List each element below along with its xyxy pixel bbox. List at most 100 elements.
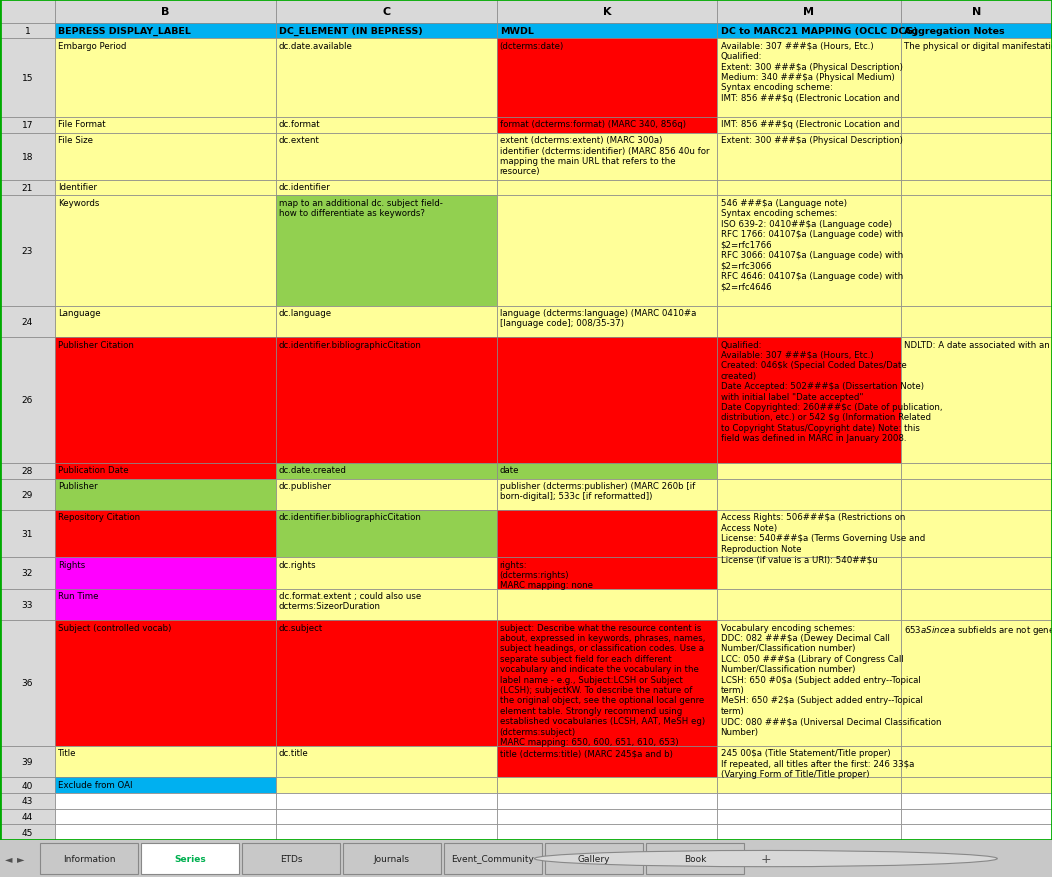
Bar	[901, 118, 1052, 133]
Bar	[0, 746, 55, 777]
Text: 653$a Since $a subfields are not generally repeatable in 6xx fields, we recommen: 653$a Since $a subfields are not general…	[904, 623, 1052, 636]
Bar	[717, 181, 901, 196]
Bar	[55, 338, 276, 463]
Text: dc.identifier.bibliographicCitation: dc.identifier.bibliographicCitation	[279, 513, 422, 522]
Text: Publication Date: Publication Date	[58, 466, 128, 474]
Bar	[901, 588, 1052, 620]
Bar	[901, 558, 1052, 588]
Bar	[276, 746, 497, 777]
Text: Available: 307 ###$a (Hours, Etc.)
Qualified:
Extent: 300 ###$a (Physical Descri: Available: 307 ###$a (Hours, Etc.) Quali…	[721, 42, 903, 103]
Bar	[497, 558, 717, 588]
Bar	[901, 793, 1052, 809]
Text: date: date	[500, 466, 520, 474]
Bar	[276, 181, 497, 196]
Bar	[55, 824, 276, 840]
Bar	[717, 588, 901, 620]
Bar	[276, 24, 497, 39]
Bar	[0, 39, 55, 118]
Bar	[0, 588, 55, 620]
Text: 546 ###$a (Language note)
Syntax encoding schemes:
ISO 639-2: 0410##$a (Language: 546 ###$a (Language note) Syntax encodin…	[721, 199, 903, 291]
Text: 29: 29	[22, 490, 33, 499]
Text: B: B	[161, 7, 169, 17]
Bar	[55, 620, 276, 746]
Bar	[0, 558, 55, 588]
Bar	[497, 133, 717, 181]
Bar	[276, 510, 497, 558]
Text: 43: 43	[22, 796, 33, 805]
Bar	[497, 118, 717, 133]
Text: ◄: ◄	[4, 853, 13, 864]
Bar	[717, 0, 901, 24]
Text: language (dcterms:language) (MARC 0410#a
[language code]; 008/35-37): language (dcterms:language) (MARC 0410#a…	[500, 309, 696, 328]
Text: 15: 15	[22, 74, 33, 83]
Text: 36: 36	[22, 679, 33, 688]
Bar	[55, 479, 276, 510]
Text: rights:
(dcterms:rights)
MARC mapping: none: rights: (dcterms:rights) MARC mapping: n…	[500, 560, 592, 589]
Bar	[0, 809, 55, 824]
Bar	[55, 463, 276, 479]
Bar	[276, 809, 497, 824]
Text: 40: 40	[22, 781, 33, 789]
Text: subject: Describe what the resource content is
about, expressed in keywords, phr: subject: Describe what the resource cont…	[500, 623, 705, 746]
Text: N: N	[972, 7, 980, 17]
Bar	[497, 306, 717, 338]
Text: ►: ►	[17, 853, 25, 864]
Text: Series: Series	[174, 854, 206, 863]
Bar	[0, 306, 55, 338]
Bar	[717, 824, 901, 840]
Text: M: M	[804, 7, 814, 17]
Text: 245 00$a (Title Statement/Title proper)
If repeated, all titles after the first:: 245 00$a (Title Statement/Title proper) …	[721, 748, 914, 778]
Bar	[0, 0, 55, 24]
Text: +: +	[761, 852, 771, 865]
Bar	[497, 620, 717, 746]
Bar	[276, 588, 497, 620]
Text: Rights: Rights	[58, 560, 85, 569]
Bar	[55, 793, 276, 809]
Bar	[717, 620, 901, 746]
Bar	[276, 824, 497, 840]
Bar	[0, 463, 55, 479]
Bar	[242, 843, 340, 874]
Bar	[717, 133, 901, 181]
Text: (dcterms:date): (dcterms:date)	[500, 42, 564, 51]
Bar	[901, 196, 1052, 306]
Bar	[901, 824, 1052, 840]
Bar	[497, 510, 717, 558]
Text: Exclude from OAI: Exclude from OAI	[58, 780, 133, 788]
Text: 39: 39	[22, 757, 33, 766]
Text: 17: 17	[22, 121, 33, 130]
Bar	[0, 510, 55, 558]
Bar	[0, 479, 55, 510]
Text: Subject (controlled vocab): Subject (controlled vocab)	[58, 623, 171, 631]
Bar	[717, 746, 901, 777]
Text: Aggregation Notes: Aggregation Notes	[904, 27, 1005, 36]
Text: dc.subject: dc.subject	[279, 623, 323, 631]
Text: DC to MARC21 MAPPING (OCLC DCG): DC to MARC21 MAPPING (OCLC DCG)	[721, 27, 917, 36]
Bar	[55, 196, 276, 306]
Text: format (dcterms:format) (MARC 340, 856q): format (dcterms:format) (MARC 340, 856q)	[500, 120, 686, 129]
Bar	[901, 777, 1052, 793]
Text: dc.date.available: dc.date.available	[279, 42, 352, 51]
Bar	[0, 777, 55, 793]
Bar	[55, 24, 276, 39]
Text: NDLTD: A date associated with an event in the life cycle of the resource. In the: NDLTD: A date associated with an event i…	[904, 340, 1052, 349]
Bar	[901, 510, 1052, 558]
Text: dc.date.created: dc.date.created	[279, 466, 347, 474]
Text: Publisher Citation: Publisher Citation	[58, 340, 134, 349]
Bar	[901, 746, 1052, 777]
Bar	[497, 196, 717, 306]
Bar	[497, 793, 717, 809]
Bar	[276, 196, 497, 306]
Bar	[717, 196, 901, 306]
Bar	[901, 479, 1052, 510]
Bar	[717, 338, 901, 463]
Text: publisher (dcterms:publisher) (MARC 260b [if
born-digital]; 533c [if reformatted: publisher (dcterms:publisher) (MARC 260b…	[500, 481, 695, 501]
Bar	[497, 588, 717, 620]
Bar	[0, 181, 55, 196]
Text: dc.format.extent ; could also use
dcterms:SizeorDuration: dc.format.extent ; could also use dcterm…	[279, 591, 421, 610]
Bar	[717, 463, 901, 479]
Text: map to an additional dc. subject field-
how to differentiate as keywords?: map to an additional dc. subject field- …	[279, 199, 443, 218]
Text: Book: Book	[684, 854, 706, 863]
Bar	[55, 181, 276, 196]
Bar	[0, 196, 55, 306]
